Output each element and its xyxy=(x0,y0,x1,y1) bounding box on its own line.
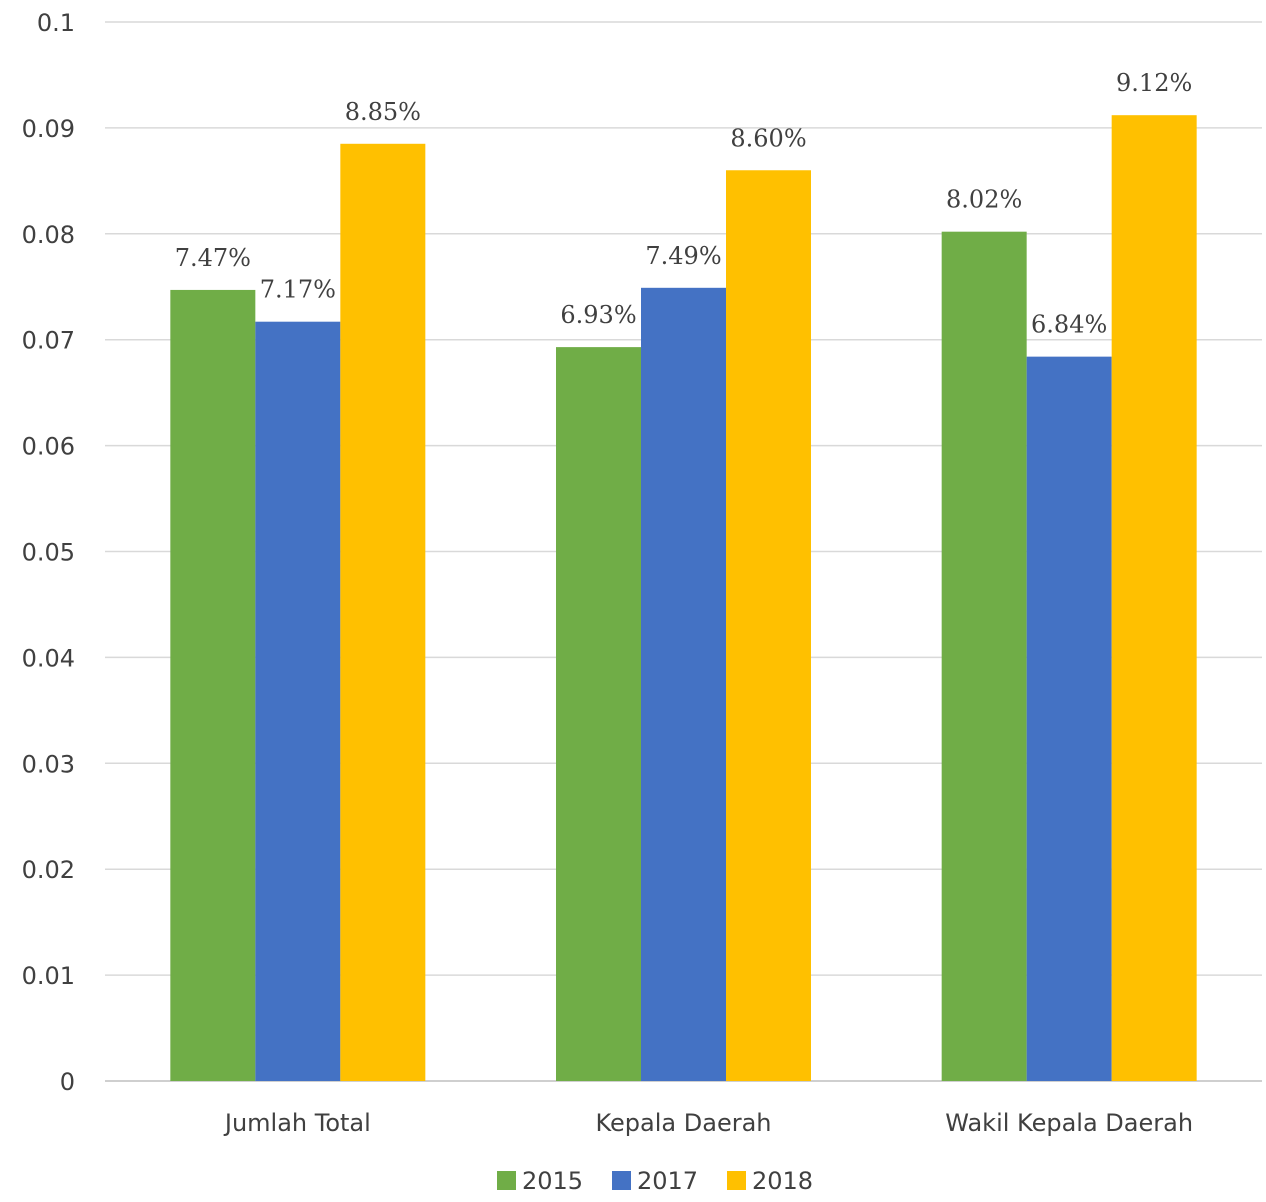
legend-item-2017: 2017 xyxy=(612,1167,698,1195)
bar-2015-jumlah-total xyxy=(170,289,256,1081)
data-label: 6.84% xyxy=(1031,311,1107,339)
legend-swatch xyxy=(497,1171,516,1190)
legend-item-2015: 2015 xyxy=(497,1167,583,1195)
legend-swatch xyxy=(727,1171,746,1190)
bar-2015-wakil-kepala-daerah xyxy=(941,231,1027,1081)
y-tick-label: 0.01 xyxy=(22,962,75,990)
data-label: 7.47% xyxy=(175,244,251,272)
y-tick-label: 0.03 xyxy=(22,750,75,778)
data-label: 8.85% xyxy=(345,98,421,126)
x-axis-category-labels: Jumlah Total Kepala Daerah Wakil Kepala Da… xyxy=(223,1109,1193,1137)
y-tick-label: 0.02 xyxy=(22,856,75,884)
bar-2017-kepala-daerah xyxy=(641,287,726,1082)
bar-2017-jumlah-total xyxy=(255,321,341,1081)
y-tick-label: 0.08 xyxy=(22,221,75,249)
legend-label: 2017 xyxy=(637,1167,698,1195)
legend: 2015 2017 2018 xyxy=(497,1167,813,1195)
y-tick-label: 0.05 xyxy=(22,539,75,567)
legend-label: 2015 xyxy=(522,1167,583,1195)
category-label: Wakil Kepala Daerah xyxy=(945,1109,1193,1137)
y-tick-label: 0.07 xyxy=(22,327,75,355)
legend-swatch xyxy=(612,1171,631,1190)
bar-2018-wakil-kepala-daerah xyxy=(1111,115,1197,1081)
data-labels: 7.47% 7.17% 8.85% 6.93% 7.49% 8.60% 8.02% 6.84%… xyxy=(175,69,1193,338)
category-label: Jumlah Total xyxy=(223,1109,371,1137)
y-tick-label: 0.1 xyxy=(37,9,75,37)
bars xyxy=(170,115,1197,1082)
bar-2018-kepala-daerah xyxy=(726,170,811,1081)
y-tick-label: 0.06 xyxy=(22,433,75,461)
legend-item-2018: 2018 xyxy=(727,1167,813,1195)
bar-2018-jumlah-total xyxy=(340,143,426,1081)
legend-label: 2018 xyxy=(752,1167,813,1195)
data-label: 8.60% xyxy=(730,124,806,152)
y-tick-label: 0 xyxy=(60,1068,75,1096)
bar-2015-kepala-daerah xyxy=(556,347,641,1081)
data-label: 8.02% xyxy=(946,186,1022,214)
category-label: Kepala Daerah xyxy=(596,1109,772,1137)
y-axis-tick-labels: 0 0.01 0.02 0.03 0.04 0.05 0.06 0.07 0.08 0.09 0.1 xyxy=(22,9,75,1096)
data-label: 9.12% xyxy=(1116,69,1192,97)
y-tick-label: 0.09 xyxy=(22,115,75,143)
data-label: 7.17% xyxy=(260,276,336,304)
data-label: 6.93% xyxy=(560,301,636,329)
y-tick-label: 0.04 xyxy=(22,644,75,672)
data-label: 7.49% xyxy=(645,242,721,270)
bar-2017-wakil-kepala-daerah xyxy=(1026,356,1112,1081)
